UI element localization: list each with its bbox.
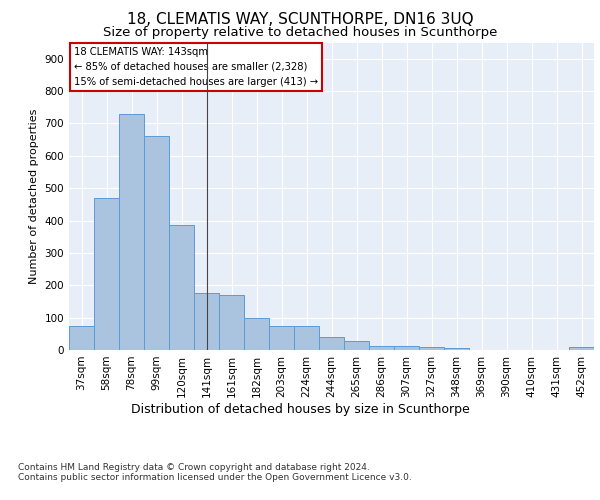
Bar — [344, 341, 369, 350]
Bar — [419, 348, 444, 350]
Bar — [444, 348, 469, 350]
Bar — [369, 346, 394, 350]
Bar — [319, 337, 344, 350]
Text: Distribution of detached houses by size in Scunthorpe: Distribution of detached houses by size … — [131, 402, 469, 415]
Text: Size of property relative to detached houses in Scunthorpe: Size of property relative to detached ho… — [103, 26, 497, 39]
Text: 18, CLEMATIS WAY, SCUNTHORPE, DN16 3UQ: 18, CLEMATIS WAY, SCUNTHORPE, DN16 3UQ — [127, 12, 473, 28]
Bar — [194, 294, 219, 350]
Bar — [294, 326, 319, 350]
Bar — [244, 318, 269, 350]
Bar — [219, 295, 244, 350]
Y-axis label: Number of detached properties: Number of detached properties — [29, 108, 39, 284]
Bar — [269, 326, 294, 350]
Bar — [94, 198, 119, 350]
Bar — [144, 136, 169, 350]
Text: 18 CLEMATIS WAY: 143sqm
← 85% of detached houses are smaller (2,328)
15% of semi: 18 CLEMATIS WAY: 143sqm ← 85% of detache… — [74, 47, 319, 86]
Bar — [569, 348, 594, 350]
Bar — [394, 346, 419, 350]
Bar — [119, 114, 144, 350]
Bar — [169, 226, 194, 350]
Bar — [69, 326, 94, 350]
Text: Contains HM Land Registry data © Crown copyright and database right 2024.
Contai: Contains HM Land Registry data © Crown c… — [18, 462, 412, 482]
